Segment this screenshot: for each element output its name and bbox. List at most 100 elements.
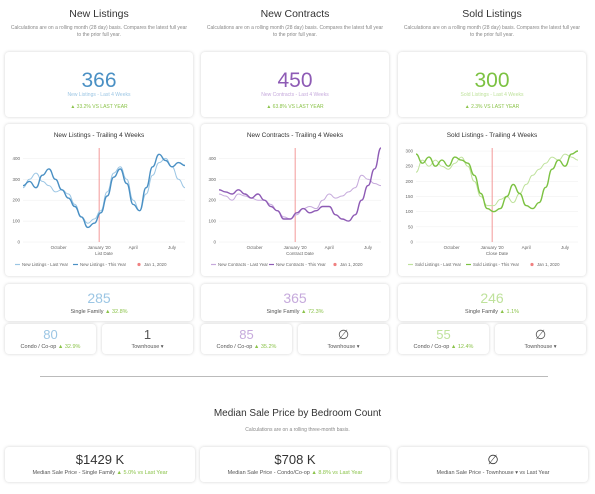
stat-value: 366 [81, 69, 117, 92]
legend-marker [530, 262, 534, 267]
column-subtitle: Calculations are on a rolling month (28 … [10, 25, 188, 38]
legend-label: Sold Listings - This Year [473, 262, 520, 267]
single-family-card[interactable]: 285 Single Family ▲ 32.8% [5, 284, 193, 321]
median-single-family-card[interactable]: $1429 K Median Sale Price - Single Famil… [5, 447, 195, 482]
x-tick-label: January '20 [88, 245, 112, 250]
x-tick-label: January '20 [284, 245, 308, 250]
median-value: $708 K [274, 452, 316, 467]
townhouse-card[interactable]: 1 Townhouse ▾ [102, 324, 193, 354]
y-tick-label: 0 [213, 240, 216, 245]
condo-label: Condo / Co-op ▲ 35.2% [216, 344, 277, 350]
y-tick-label: 300 [405, 149, 413, 154]
x-tick-label: July [364, 245, 373, 250]
x-tick-label: October [444, 245, 461, 250]
y-tick-label: 150 [405, 194, 413, 199]
stat-label: New Listings - Last 4 Weeks [67, 92, 131, 98]
single-family-value: 365 [283, 290, 307, 306]
y-tick-label: 200 [12, 198, 20, 203]
single-family-card[interactable]: 365 Single Family ▲ 72.3% [201, 284, 389, 321]
single-family-label: Single Family ▲ 32.8% [70, 309, 128, 315]
y-tick-label: 100 [405, 209, 413, 214]
column-title: Sold Listings [462, 8, 522, 20]
new-listings-chart: 0 100 200 300 400 October January '20 April July… [12, 148, 186, 267]
y-tick-label: 100 [12, 219, 20, 224]
sold-listings-stat-card[interactable]: 300 Sold Listings - Last 4 Weeks ▲ 2.3% … [398, 52, 586, 117]
series-line [415, 150, 579, 213]
legend-label: Jan 1, 2020 [537, 262, 560, 267]
y-tick-label: 400 [208, 156, 216, 161]
townhouse-dropdown[interactable]: Townhouse ▾ [131, 344, 164, 350]
x-axis-label: Contract Date [286, 251, 314, 256]
condo-label: Condo / Co-op ▲ 32.9% [20, 344, 81, 350]
single-family-value: 246 [480, 290, 504, 306]
y-tick-label: 0 [17, 240, 20, 245]
legend-label: New Listings - Last Year [22, 262, 69, 267]
series-line [415, 153, 579, 207]
y-tick-label: 100 [208, 219, 216, 224]
median-label: Median Sale Price - Single Family ▲ 5.0%… [32, 470, 168, 476]
x-tick-label: April [129, 245, 138, 250]
legend-label: New Listings - This Year [80, 262, 127, 267]
y-tick-label: 200 [405, 179, 413, 184]
new-contracts-chart: 0 100 200 300 400 October January '20 April July… [208, 147, 382, 267]
median-label: Median Sale Price - Condo/Co-op ▲ 8.8% v… [227, 470, 363, 476]
column-title: New Listings [69, 8, 129, 20]
stat-value: 300 [474, 69, 510, 92]
legend-label: New Contracts - This Year [276, 262, 326, 267]
legend-label: New Contracts - Last Year [218, 262, 268, 267]
stat-value: 450 [277, 69, 313, 92]
sold-listings-chart: 0 50 100 150 200 250 300 October January '20 Apri… [405, 148, 579, 267]
section-divider [40, 376, 548, 377]
condo-value: 80 [43, 327, 58, 342]
stat-change: ▲ 63.8% VS LAST YEAR [266, 104, 324, 110]
condo-value: 85 [239, 327, 254, 342]
median-section-subtitle: Calculations are on a rolling three-mont… [245, 427, 350, 433]
x-axis-label: Close Date [486, 251, 509, 256]
median-townhouse-dropdown[interactable]: Median Sale Price - Townhouse ▾ vs Last … [436, 470, 550, 476]
legend-marker [333, 262, 337, 267]
legend-label: Jan 1, 2020 [144, 262, 167, 267]
chart-title: New Listings - Trailing 4 Weeks [53, 132, 145, 139]
x-tick-label: April [522, 245, 531, 250]
x-tick-label: April [325, 245, 334, 250]
x-tick-label: October [51, 245, 68, 250]
y-tick-label: 0 [410, 240, 413, 245]
column-subtitle: Calculations are on a rolling month (28 … [206, 25, 384, 38]
townhouse-card[interactable]: ∅ Townhouse ▾ [495, 324, 586, 354]
new-contracts-chart-card: New Contracts - Trailing 4 Weeks 0 100 200… [201, 124, 389, 276]
x-axis-label: List Date [95, 251, 113, 256]
new-contracts-stat-card[interactable]: 450 New Contracts - Last 4 Weeks ▲ 63.8%… [201, 52, 389, 117]
stat-label: New Contracts - Last 4 Weeks [261, 92, 329, 98]
series-line [22, 157, 186, 224]
townhouse-dropdown[interactable]: Townhouse ▾ [524, 344, 557, 350]
condo-card[interactable]: 55 Condo / Co-op ▲ 12.4% [398, 324, 489, 354]
new-listings-stat-card[interactable]: 366 New Listings - Last 4 Weeks ▲ 33.2% … [5, 52, 193, 117]
chart-title: New Contracts - Trailing 4 Weeks [246, 132, 344, 139]
y-tick-label: 300 [208, 177, 216, 182]
condo-value: 55 [436, 327, 451, 342]
condo-label: Condo / Co-op ▲ 12.4% [413, 344, 474, 350]
x-tick-label: July [561, 245, 570, 250]
legend-label: Sold Listings - Last Year [415, 262, 462, 267]
column-title: New Contracts [260, 8, 330, 20]
townhouse-value: ∅ [337, 327, 350, 342]
townhouse-value: ∅ [534, 327, 547, 342]
townhouse-dropdown[interactable]: Townhouse ▾ [327, 344, 360, 350]
single-family-card[interactable]: 246 Single Family ▲ 1.1% [398, 284, 586, 321]
townhouse-value: 1 [143, 327, 152, 342]
median-value: $1429 K [75, 452, 125, 467]
median-townhouse-card[interactable]: ∅ Median Sale Price - Townhouse ▾ vs Las… [398, 447, 588, 482]
sold-listings-chart-card: Sold Listings - Trailing 4 Weeks 0 50 100 1… [398, 124, 586, 276]
condo-card[interactable]: 80 Condo / Co-op ▲ 32.9% [5, 324, 96, 354]
stat-label: Sold Listings - Last 4 Weeks [460, 92, 524, 98]
legend-label: Jan 1, 2020 [340, 262, 363, 267]
townhouse-card[interactable]: ∅ Townhouse ▾ [298, 324, 389, 354]
x-tick-label: July [168, 245, 177, 250]
median-condo-card[interactable]: $708 K Median Sale Price - Condo/Co-op ▲… [200, 447, 390, 482]
y-tick-label: 400 [12, 156, 20, 161]
x-tick-label: January '20 [481, 245, 505, 250]
median-value: ∅ [487, 452, 499, 467]
stat-change: ▲ 33.2% VS LAST YEAR [70, 104, 128, 110]
y-tick-label: 300 [12, 177, 20, 182]
condo-card[interactable]: 85 Condo / Co-op ▲ 35.2% [201, 324, 292, 354]
